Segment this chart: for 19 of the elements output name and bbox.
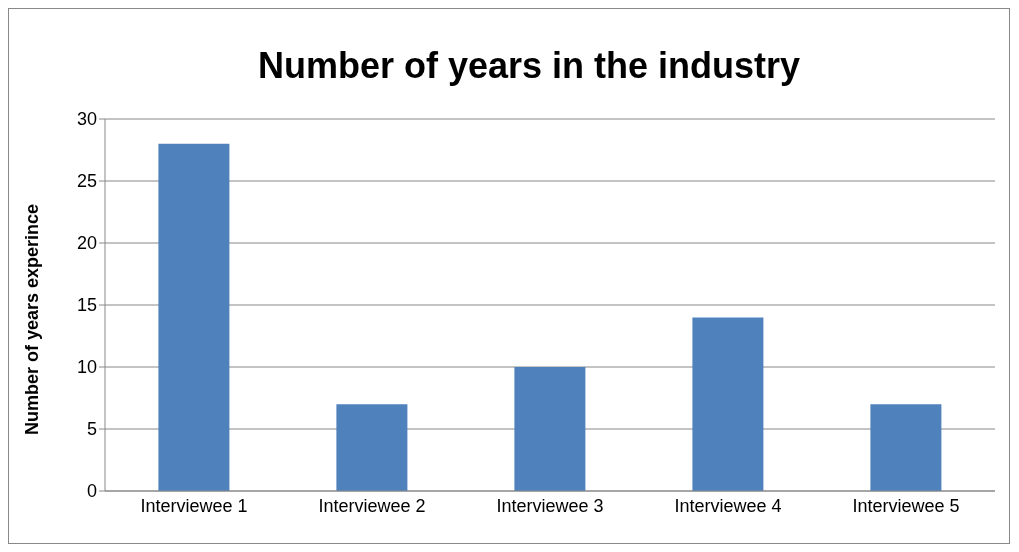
x-tick-label: Interviewee 2 (318, 495, 426, 516)
y-tick-label: 0 (86, 481, 97, 502)
y-tick-label: 15 (76, 295, 97, 316)
bar (514, 367, 586, 491)
bar (870, 404, 942, 491)
x-tick-label: Interviewee 4 (674, 495, 782, 516)
x-tick-label: Interviewee 1 (140, 495, 248, 516)
y-tick-label: 20 (76, 233, 97, 254)
y-axis-title: Number of years experince (22, 203, 43, 435)
bar (158, 143, 230, 491)
y-tick-label: 5 (86, 419, 97, 440)
y-tick-label: 10 (76, 357, 97, 378)
bar (692, 317, 764, 491)
bar (336, 404, 408, 491)
y-tick-label: 25 (76, 171, 97, 192)
chart-title: Number of years in the industry (256, 45, 802, 87)
x-tick-label: Interviewee 5 (852, 495, 960, 516)
y-tick-label: 30 (76, 109, 97, 130)
x-tick-label: Interviewee 3 (496, 495, 604, 516)
